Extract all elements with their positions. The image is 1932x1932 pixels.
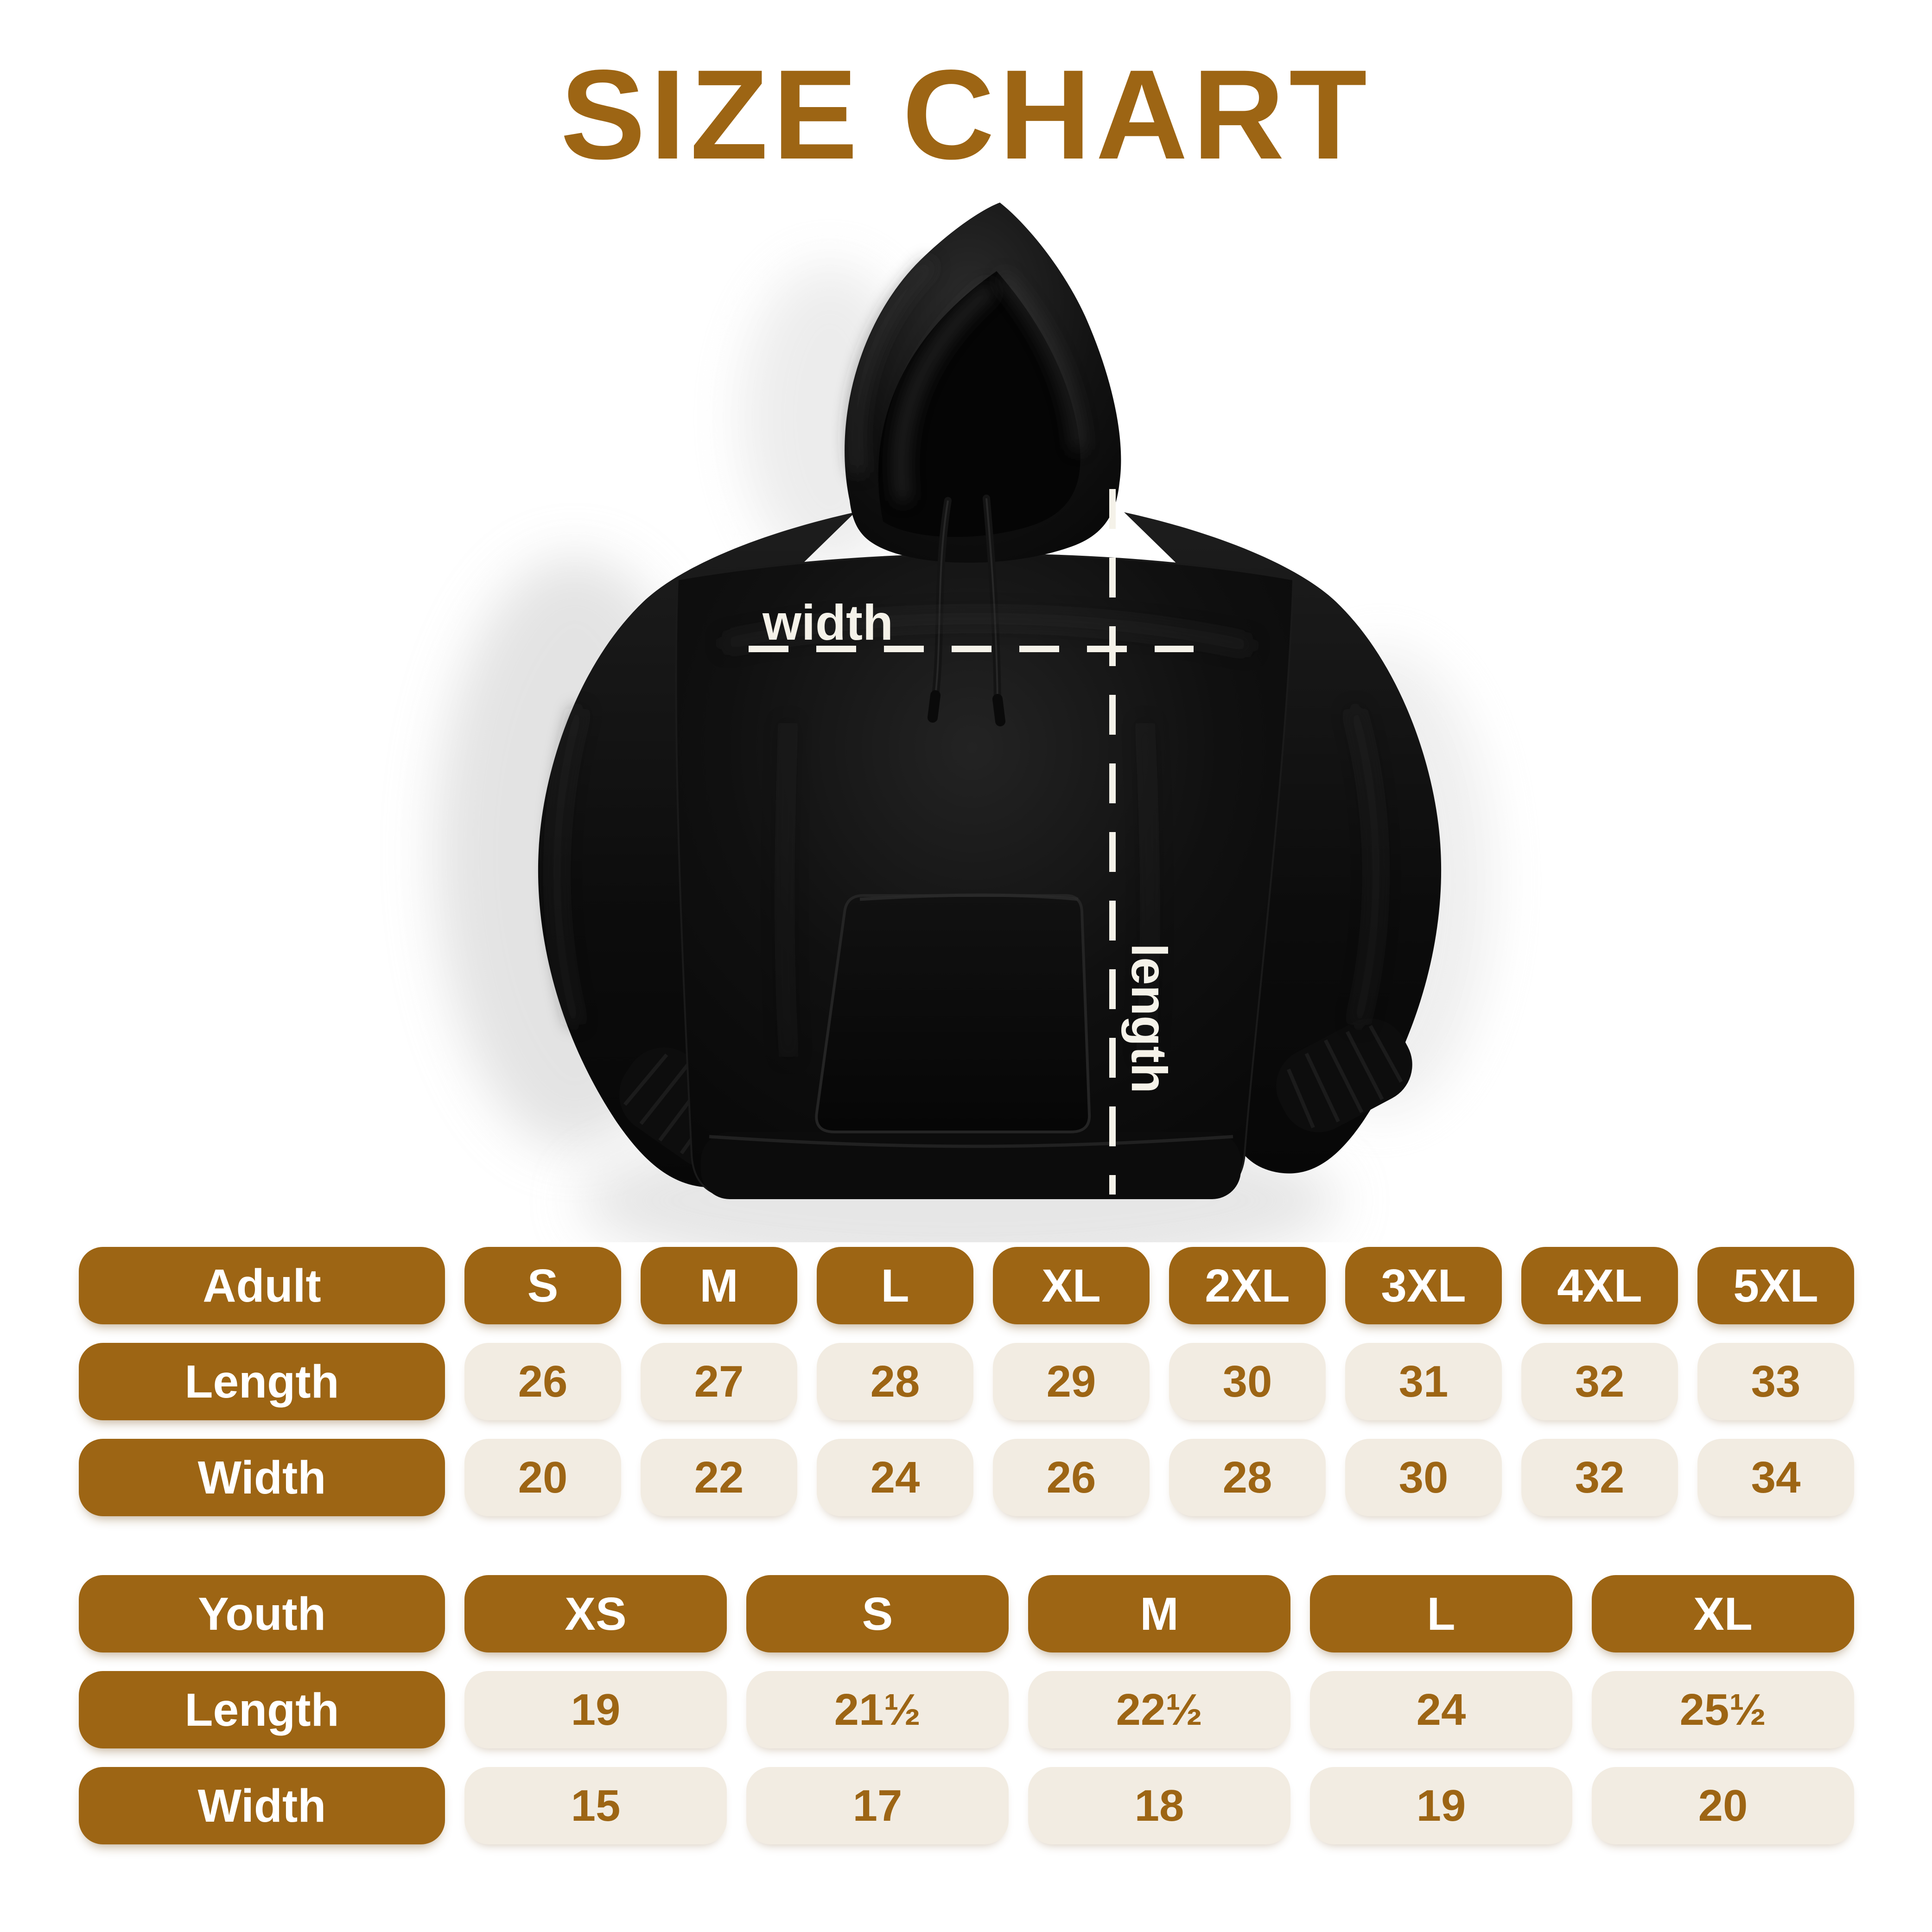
adult-size-header: XL — [993, 1247, 1150, 1324]
adult-size-header: 4XL — [1521, 1247, 1678, 1324]
youth-width-value: 18 — [1028, 1767, 1290, 1844]
youth-width-value: 20 — [1592, 1767, 1854, 1844]
youth-width-row-label: Width — [79, 1767, 445, 1844]
youth-width-value: 19 — [1310, 1767, 1572, 1844]
adult-size-header: 3XL — [1345, 1247, 1502, 1324]
adult-width-value: 24 — [817, 1439, 973, 1516]
adult-length-value: 30 — [1169, 1343, 1326, 1420]
drawstrings — [928, 495, 1005, 726]
youth-length-value: 22½ — [1028, 1671, 1290, 1748]
youth-size-header: XL — [1592, 1575, 1854, 1652]
adult-width-value: 30 — [1345, 1439, 1502, 1516]
adult-length-row-label: Length — [79, 1343, 445, 1420]
adult-length-value: 26 — [464, 1343, 621, 1420]
youth-length-value: 21½ — [746, 1671, 1009, 1748]
youth-width-value: 17 — [746, 1767, 1009, 1844]
adult-length-value: 33 — [1697, 1343, 1854, 1420]
adult-length-value: 31 — [1345, 1343, 1502, 1420]
adult-size-table: Adult S M L XL 2XL 3XL 4XL 5XL Length 26… — [79, 1247, 1854, 1516]
adult-size-header: S — [464, 1247, 621, 1324]
adult-size-header: 5XL — [1697, 1247, 1854, 1324]
kangaroo-pocket — [815, 893, 1091, 1133]
right-cuff — [1276, 1018, 1412, 1132]
adult-width-value: 20 — [464, 1439, 621, 1516]
adult-size-header: 2XL — [1169, 1247, 1326, 1324]
page-title: SIZE CHART — [560, 44, 1372, 186]
youth-size-header: S — [746, 1575, 1009, 1652]
youth-length-value: 19 — [464, 1671, 727, 1748]
adult-width-value: 26 — [993, 1439, 1150, 1516]
hoodie-diagram: width length — [0, 176, 1932, 1242]
hood-inner-sheen — [895, 283, 996, 502]
length-measure-label: length — [1121, 943, 1177, 1093]
adult-size-header: L — [817, 1247, 973, 1324]
adult-width-row-label: Width — [79, 1439, 445, 1516]
youth-size-header: XS — [464, 1575, 727, 1652]
youth-width-value: 15 — [464, 1767, 727, 1844]
adult-size-header: M — [641, 1247, 797, 1324]
adult-width-value: 28 — [1169, 1439, 1326, 1516]
youth-table-header-label: Youth — [79, 1575, 445, 1652]
hoodie-illustration: width length — [436, 203, 1493, 1242]
adult-width-value: 34 — [1697, 1439, 1854, 1516]
adult-table-header-label: Adult — [79, 1247, 445, 1324]
youth-size-header: L — [1310, 1575, 1572, 1652]
adult-length-value: 29 — [993, 1343, 1150, 1420]
adult-length-value: 32 — [1521, 1343, 1678, 1420]
hood-opening — [878, 271, 1080, 537]
youth-length-row-label: Length — [79, 1671, 445, 1748]
adult-width-value: 22 — [641, 1439, 797, 1516]
youth-size-header: M — [1028, 1575, 1290, 1652]
youth-size-table: Youth XS S M L XL Length 19 21½ 22½ 24 2… — [79, 1575, 1854, 1844]
hem-band — [701, 1132, 1241, 1199]
youth-length-value: 25½ — [1592, 1671, 1854, 1748]
fabric-highlights — [551, 259, 1382, 1057]
adult-length-value: 28 — [817, 1343, 973, 1420]
adult-length-value: 27 — [641, 1343, 797, 1420]
youth-length-value: 24 — [1310, 1671, 1572, 1748]
adult-width-value: 32 — [1521, 1439, 1678, 1516]
hood-rim-highlight — [998, 273, 1083, 450]
width-measure-label: width — [762, 594, 893, 650]
